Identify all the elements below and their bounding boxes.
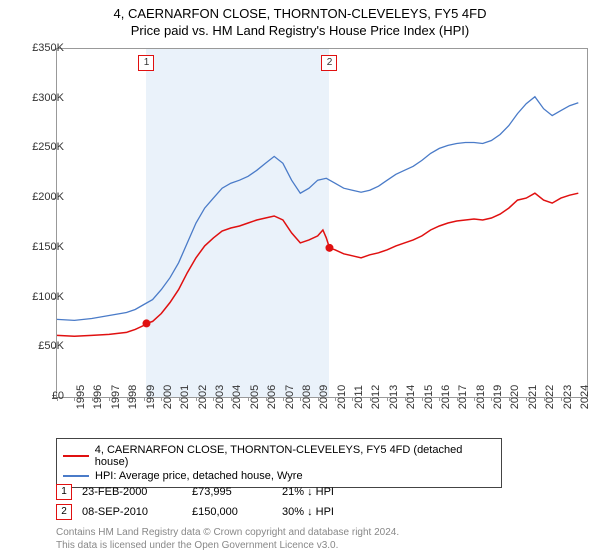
transaction-index: 1 — [56, 484, 72, 500]
footer-line-1: Contains HM Land Registry data © Crown c… — [56, 526, 399, 539]
title-line-2: Price paid vs. HM Land Registry's House … — [0, 23, 600, 40]
chart-plot-area: 1995199619971998199920002001200220032004… — [56, 48, 588, 398]
transaction-row: 1 23-FEB-2000 £73,995 21% ↓ HPI — [56, 482, 382, 502]
price-paid-line — [57, 193, 578, 336]
markers-group — [142, 244, 333, 328]
legend-label: 4, CAERNARFON CLOSE, THORNTON-CLEVELEYS,… — [95, 444, 495, 468]
legend-row: HPI: Average price, detached house, Wyre — [63, 469, 495, 483]
transaction-marker-label: 1 — [138, 55, 154, 71]
hpi-line — [57, 97, 578, 321]
transaction-date: 08-SEP-2010 — [82, 506, 182, 518]
transaction-row: 2 08-SEP-2010 £150,000 30% ↓ HPI — [56, 502, 382, 522]
y-tick-label: £200K — [16, 191, 64, 203]
footer-attribution: Contains HM Land Registry data © Crown c… — [56, 526, 399, 552]
y-tick-label: £0 — [16, 390, 64, 402]
transaction-delta: 30% ↓ HPI — [282, 506, 382, 518]
y-tick-label: £300K — [16, 92, 64, 104]
y-tick-label: £100K — [16, 291, 64, 303]
transaction-price: £73,995 — [192, 486, 272, 498]
footer-line-2: This data is licensed under the Open Gov… — [56, 539, 399, 552]
transaction-delta: 21% ↓ HPI — [282, 486, 382, 498]
legend-row: 4, CAERNARFON CLOSE, THORNTON-CLEVELEYS,… — [63, 443, 495, 469]
title-line-1: 4, CAERNARFON CLOSE, THORNTON-CLEVELEYS,… — [0, 6, 600, 23]
y-tick-label: £50K — [16, 340, 64, 352]
transaction-price: £150,000 — [192, 506, 272, 518]
transactions-table: 1 23-FEB-2000 £73,995 21% ↓ HPI 2 08-SEP-2010… — [56, 482, 382, 522]
transaction-index: 2 — [56, 504, 72, 520]
y-tick-label: £350K — [16, 42, 64, 54]
transaction-point — [325, 244, 333, 252]
chart-title: 4, CAERNARFON CLOSE, THORNTON-CLEVELEYS,… — [0, 0, 600, 40]
transaction-marker-label: 2 — [321, 55, 337, 71]
legend-label: HPI: Average price, detached house, Wyre — [95, 470, 303, 482]
chart-svg — [57, 49, 587, 397]
x-tick-label: 2024 — [561, 385, 591, 409]
legend: 4, CAERNARFON CLOSE, THORNTON-CLEVELEYS,… — [56, 438, 502, 488]
transaction-date: 23-FEB-2000 — [82, 486, 182, 498]
legend-swatch — [63, 455, 89, 457]
y-tick-label: £150K — [16, 241, 64, 253]
transaction-point — [142, 319, 150, 327]
legend-swatch — [63, 475, 89, 477]
y-tick-label: £250K — [16, 141, 64, 153]
